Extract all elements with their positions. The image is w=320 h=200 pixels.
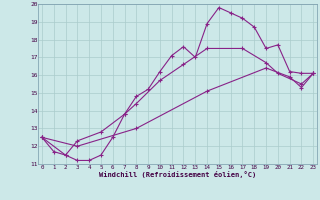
X-axis label: Windchill (Refroidissement éolien,°C): Windchill (Refroidissement éolien,°C)	[99, 171, 256, 178]
